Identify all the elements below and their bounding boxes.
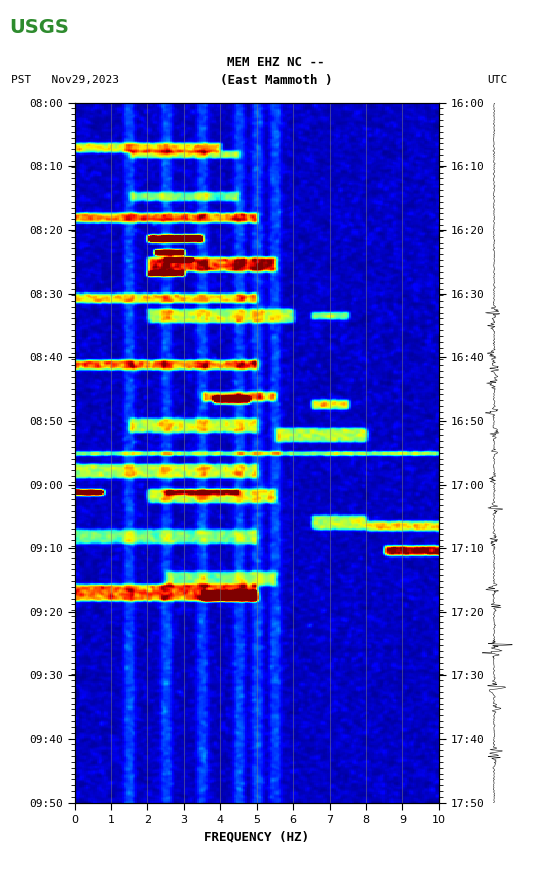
Text: (East Mammoth ): (East Mammoth ) (220, 74, 332, 87)
X-axis label: FREQUENCY (HZ): FREQUENCY (HZ) (204, 830, 309, 843)
Text: MEM EHZ NC --: MEM EHZ NC -- (227, 56, 325, 69)
Text: PST   Nov29,2023: PST Nov29,2023 (11, 75, 119, 86)
Text: USGS: USGS (9, 18, 68, 37)
Text: UTC: UTC (487, 75, 508, 86)
